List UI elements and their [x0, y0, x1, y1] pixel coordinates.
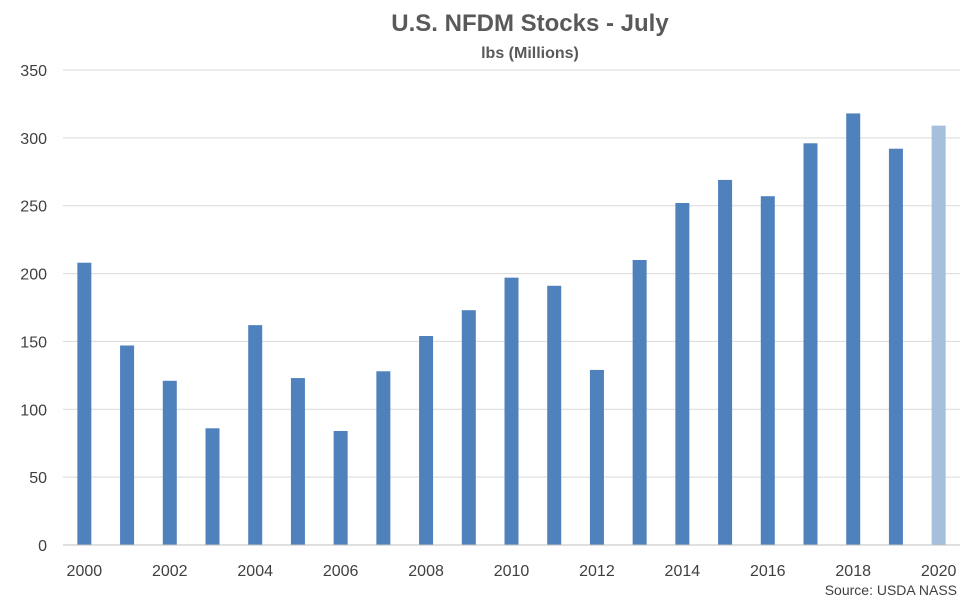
x-tick-label: 2000 [67, 563, 103, 580]
x-tick-label: 2014 [665, 563, 701, 580]
x-tick-label: 2008 [408, 563, 444, 580]
chart-title: U.S. NFDM Stocks - July [391, 10, 669, 37]
bar-2000 [77, 262, 92, 545]
y-tick-label: 200 [20, 267, 47, 284]
chart-subtitle: lbs (Millions) [481, 45, 579, 62]
x-tick-label: 2010 [494, 563, 530, 580]
y-axis-ticks: 0 50 100 150 200 250 300 350 [20, 63, 47, 555]
x-tick-label: 2012 [579, 563, 615, 580]
y-tick-label: 100 [20, 402, 47, 419]
x-tick-label: 2004 [237, 563, 273, 580]
bar-2014 [675, 203, 690, 545]
bar-2004 [248, 325, 263, 545]
y-tick-label: 250 [20, 199, 47, 216]
y-tick-label: 50 [29, 470, 47, 487]
bar-2019 [888, 148, 903, 545]
x-tick-label: 2006 [323, 563, 359, 580]
bar-2018 [846, 113, 861, 545]
bar-2011 [547, 285, 562, 545]
bar-2017 [803, 143, 818, 546]
y-tick-label: 350 [20, 63, 47, 80]
y-tick-label: 0 [38, 538, 47, 555]
x-tick-label: 2020 [921, 563, 957, 580]
bar-2015 [718, 179, 733, 545]
bar-2016 [760, 196, 775, 545]
x-tick-label: 2016 [750, 563, 786, 580]
bar-2002 [162, 380, 177, 545]
bar-2008 [419, 336, 434, 545]
bar-2009 [461, 310, 476, 545]
x-tick-label: 2018 [835, 563, 871, 580]
bar-2020 [931, 125, 946, 546]
bars [77, 113, 946, 546]
bar-2001 [120, 345, 135, 545]
bar-2010 [504, 277, 519, 545]
x-tick-label: 2002 [152, 563, 188, 580]
x-axis-ticks: 2000 2002 2004 2006 2008 2010 2012 2014 2016 2018… [67, 563, 957, 580]
bar-2005 [290, 378, 305, 545]
bar-2003 [205, 428, 220, 545]
source-note: Source: USDA NASS [825, 582, 957, 598]
y-tick-label: 300 [20, 131, 47, 148]
bar-2006 [333, 431, 348, 545]
bar-2012 [589, 369, 604, 545]
bar-2013 [632, 260, 647, 545]
y-tick-label: 150 [20, 334, 47, 351]
bar-2007 [376, 371, 391, 545]
